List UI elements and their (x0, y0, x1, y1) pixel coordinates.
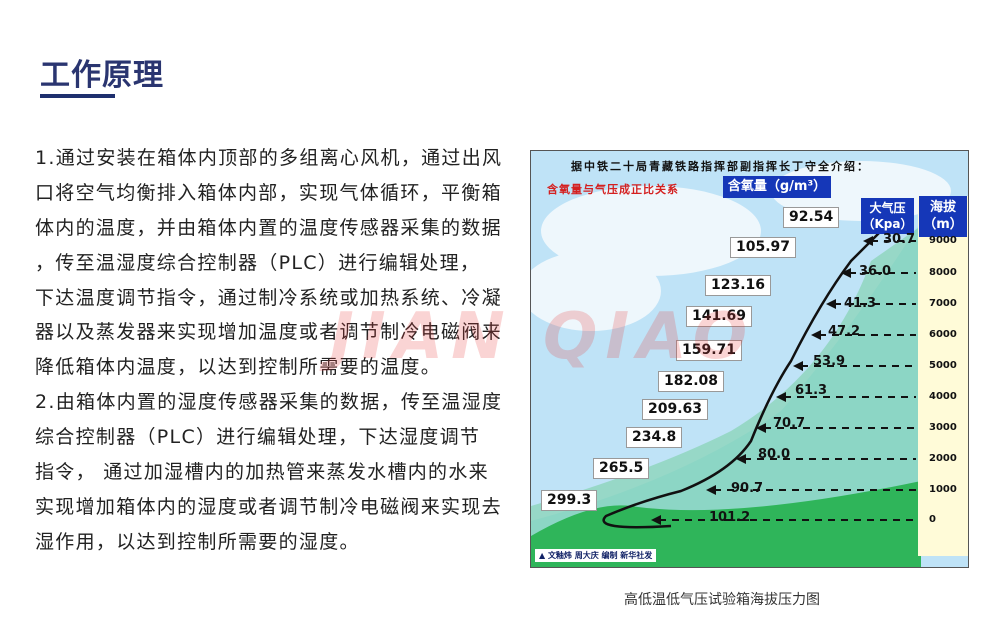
pressure-value: 101.2 (709, 510, 751, 525)
altitude-header-line2: （m） (923, 217, 963, 232)
cloud (531, 251, 661, 331)
arrow-head-icon (811, 330, 821, 340)
body-line: 综合控制器（PLC）进行编辑处理，下达湿度调节 (35, 426, 481, 449)
arrow-head-icon (793, 361, 803, 371)
altitude-value: 0 (929, 514, 936, 525)
altitude-pressure-figure: 据中铁二十局青藏铁路指挥部副指挥长丁守全介绍： 含氧量与气压成正比关系 含氧量（… (530, 150, 969, 568)
arrow-head-icon (706, 485, 716, 495)
arrow-head-icon (841, 268, 851, 278)
body-line: 降低箱体内温度，以达到控制所需要的温度。 (35, 356, 442, 379)
pressure-value: 41.3 (844, 296, 877, 311)
credit-text: 文釉炜 周大庆 编制 新华社发 (547, 551, 653, 560)
body-line: 湿作用，以达到控制所需要的湿度。 (35, 530, 360, 553)
altitude-value: 9000 (929, 235, 957, 246)
arrow-head-icon (736, 454, 746, 464)
altitude-header-line1: 海拔 (929, 200, 956, 215)
arrow-head-icon (863, 236, 873, 246)
body-line: 1.通过安装在箱体内顶部的多组离心风机，通过出风 (35, 147, 503, 169)
pressure-header: 大气压 （Kpa） (861, 198, 914, 234)
altitude-value: 7000 (929, 298, 957, 309)
oxygen-value: 105.97 (730, 237, 797, 258)
altitude-value: 4000 (929, 391, 957, 402)
altitude-value: 2000 (929, 453, 957, 464)
green-hill (531, 481, 921, 567)
pressure-header-line1: 大气压 (869, 201, 906, 215)
body-line: ，传至温湿度综合控制器（PLC）进行编辑处理， (35, 251, 481, 274)
oxygen-value: 265.5 (593, 458, 650, 479)
body-line: 口将空气均衡排入箱体内部，实现气体循环，平衡箱 (35, 181, 502, 204)
figure-credit: ▲ 文釉炜 周大庆 编制 新华社发 (535, 549, 657, 562)
pressure-value: 30.7 (883, 232, 916, 247)
oxygen-value: 234.8 (626, 427, 683, 448)
arrow-head-icon (776, 392, 786, 402)
oxygen-header: 含氧量（g/m³） (723, 176, 831, 198)
oxygen-value: 141.69 (686, 306, 753, 327)
oxygen-value: 182.08 (658, 371, 725, 392)
section-title: 工作原理 (40, 58, 164, 93)
body-line: 体内的温度，并由箱体内置的温度传感器采集的数据 (35, 216, 502, 239)
body-line: 器以及蒸发器来实现增加温度或者调节制冷电磁阀来 (35, 321, 502, 344)
pressure-value: 90.7 (731, 481, 764, 496)
figure-subheading: 含氧量与气压成正比关系 (547, 183, 679, 196)
pressure-value: 70.7 (773, 416, 806, 431)
sky-gradient (531, 221, 921, 567)
oxygen-value: 92.54 (783, 207, 840, 228)
pressure-value: 47.2 (828, 324, 861, 339)
body-line: 指令， 通过加湿槽内的加热管来蒸发水槽内的水来 (35, 461, 489, 484)
body-line: 2.由箱体内置的湿度传感器采集的数据，传至温湿度 (35, 391, 503, 414)
body-line: 下达温度调节指令，通过制冷系统或加热系统、冷凝 (35, 286, 502, 309)
altitude-column (918, 196, 968, 556)
pressure-value: 61.3 (795, 383, 828, 398)
body-line: 实现增加箱体内的湿度或者调节制冷电磁阀来实现去 (35, 495, 502, 518)
altitude-header: 海拔 （m） (919, 196, 967, 237)
arrow-head-icon (826, 299, 836, 309)
arrow-head-icon (651, 515, 661, 525)
pressure-value: 36.0 (859, 264, 892, 279)
oxygen-value: 209.63 (642, 399, 709, 420)
title-underline (40, 94, 115, 98)
mountain-slope (531, 226, 921, 567)
arrow-head-icon (756, 423, 766, 433)
altitude-value: 3000 (929, 422, 957, 433)
altitude-value: 1000 (929, 484, 957, 495)
climb-path (602, 230, 882, 529)
oxygen-value: 123.16 (705, 275, 772, 296)
caption-text: 高低温低气压试验箱海拔压力图 (624, 592, 820, 608)
altitude-value: 8000 (929, 267, 957, 278)
altitude-value: 5000 (929, 360, 957, 371)
body-text: 1.通过安装在箱体内顶部的多组离心风机，通过出风 口将空气均衡排入箱体内部，实现气… (35, 145, 505, 564)
pressure-value: 80.0 (758, 447, 791, 462)
figure-heading: 据中铁二十局青藏铁路指挥部副指挥长丁守全介绍： (571, 160, 870, 173)
figure-background (531, 161, 951, 567)
oxygen-value: 299.3 (541, 490, 598, 511)
pressure-header-line2: （Kpa） (862, 217, 913, 231)
oxygen-value: 159.71 (676, 340, 743, 361)
altitude-value: 6000 (929, 329, 957, 340)
pressure-value: 53.9 (813, 354, 846, 369)
